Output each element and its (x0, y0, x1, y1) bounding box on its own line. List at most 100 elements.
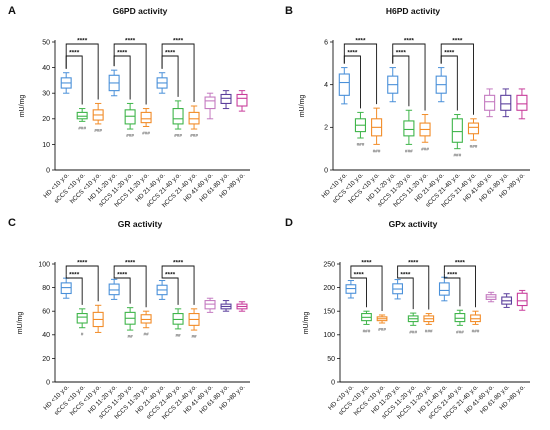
y-tick-label: 200 (323, 285, 335, 292)
box-body (140, 314, 152, 324)
box-body (500, 94, 512, 111)
hash-mark: ### (378, 327, 386, 332)
bracket-line (113, 275, 131, 304)
box-2: ### (371, 107, 383, 153)
significance-bracket: **** (397, 272, 414, 310)
box-5: ### (140, 108, 152, 135)
box-body (204, 96, 216, 110)
bracket-line (113, 43, 147, 105)
bracket-line (343, 43, 378, 105)
y-tick-label: 6 (324, 39, 328, 46)
box-9 (204, 92, 216, 120)
box-body (438, 282, 450, 296)
significance-bracket: **** (161, 38, 195, 102)
bracket-line (161, 276, 179, 305)
hash-mark: ### (421, 146, 429, 151)
box-11 (516, 289, 528, 311)
y-tick-label: 100 (38, 261, 50, 268)
box-8: ### (467, 118, 480, 149)
box-5: ### (423, 313, 435, 333)
box-body (451, 118, 463, 143)
significance-label: **** (173, 38, 184, 45)
box-body (236, 93, 248, 107)
box-3 (108, 69, 120, 97)
box-10 (501, 293, 513, 308)
box-3 (387, 67, 399, 103)
hash-mark: ## (144, 332, 150, 337)
y-tick-label: 2 (324, 125, 328, 132)
box-1: ### (361, 310, 372, 333)
bracket-line (161, 43, 195, 102)
significance-bracket: **** (113, 260, 147, 308)
y-tick-label: 60 (42, 309, 50, 316)
significance-bracket: **** (443, 272, 461, 307)
significance-bracket: **** (392, 38, 426, 111)
hash-mark: ### (78, 125, 86, 130)
hash-mark: ### (405, 148, 413, 153)
significance-label: **** (396, 50, 407, 57)
hash-mark: ### (425, 328, 433, 333)
significance-label: **** (69, 50, 80, 57)
significance-bracket: **** (350, 260, 383, 311)
box-body (220, 93, 232, 104)
panel-letter: A (8, 5, 16, 17)
y-tick-label: 150 (323, 309, 335, 316)
box-10 (220, 90, 232, 110)
y-axis-label: mU/mg (17, 312, 24, 335)
panel-letter: C (8, 217, 16, 229)
bracket-line (113, 265, 147, 308)
hash-mark: ## (191, 334, 197, 339)
box-11 (236, 301, 248, 312)
bracket-line (397, 265, 430, 310)
box-1: ### (76, 108, 88, 130)
significance-bracket: **** (443, 260, 476, 308)
hash-mark: ### (470, 144, 478, 149)
box-3 (108, 278, 120, 300)
significance-bracket: **** (65, 272, 83, 305)
box-8: ### (470, 310, 481, 333)
significance-label: **** (400, 272, 411, 279)
significance-label: **** (69, 272, 80, 279)
y-tick-label: 80 (42, 285, 50, 292)
y-tick-label: 50 (42, 39, 50, 46)
y-tick-label: 250 (323, 261, 335, 268)
y-tick-label: 20 (42, 356, 50, 363)
significance-label: **** (455, 260, 466, 267)
box-7: ### (172, 100, 184, 138)
y-tick-label: 0 (46, 379, 50, 386)
significance-label: **** (452, 38, 463, 45)
box-body (467, 122, 480, 135)
hash-mark: ### (363, 328, 371, 333)
y-tick-label: 40 (42, 65, 50, 72)
panel-letter: D (285, 217, 293, 229)
y-tick-label: 4 (324, 82, 328, 89)
box-1: ### (354, 111, 367, 147)
box-body (516, 94, 528, 111)
y-tick-label: 50 (327, 356, 335, 363)
box-6 (156, 72, 168, 94)
bracket-line (350, 265, 383, 311)
y-tick-label: 20 (42, 116, 50, 123)
hash-mark: ### (409, 329, 417, 334)
significance-label: **** (125, 38, 136, 45)
box-0 (345, 280, 357, 299)
bracket-line (65, 265, 99, 302)
box-body (516, 292, 528, 307)
significance-label: **** (444, 50, 455, 57)
significance-bracket: **** (113, 38, 147, 105)
significance-label: **** (77, 260, 88, 267)
bracket-line (65, 43, 99, 100)
box-body (204, 300, 216, 310)
significance-bracket: **** (65, 38, 99, 100)
box-9 (484, 88, 496, 118)
box-body (172, 313, 184, 325)
box-4: ## (124, 307, 136, 339)
bracket-line (350, 276, 367, 308)
bracket-line (161, 265, 195, 305)
hash-mark: # (81, 332, 84, 337)
hash-mark: ### (126, 133, 134, 138)
significance-label: **** (117, 272, 128, 279)
hash-mark: ### (373, 148, 381, 153)
